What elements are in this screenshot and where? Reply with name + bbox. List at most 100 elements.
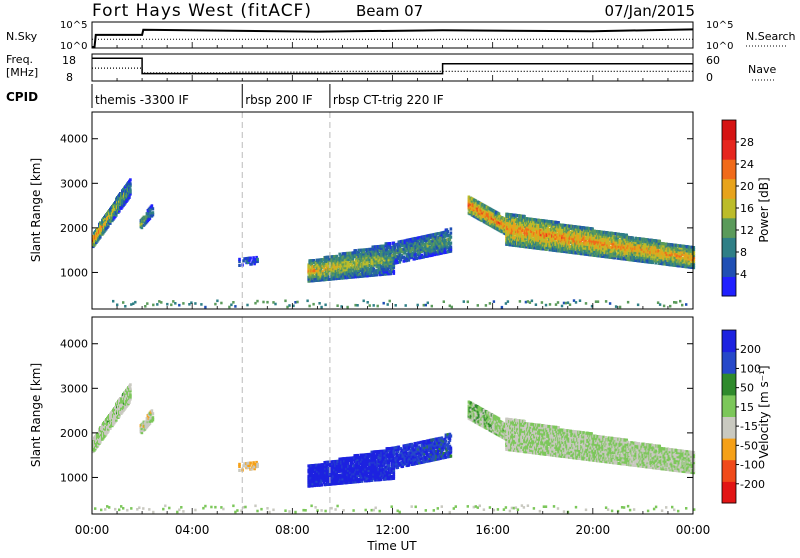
data-cell <box>450 227 453 230</box>
data-cell <box>262 301 264 304</box>
data-cell <box>557 301 559 304</box>
colorbar-segment <box>722 179 736 199</box>
data-cell <box>152 211 155 214</box>
data-cell <box>369 304 371 307</box>
data-cell <box>256 300 258 303</box>
data-cell <box>238 264 241 267</box>
data-cell <box>477 304 479 307</box>
data-cell <box>605 300 607 303</box>
data-cell <box>579 299 581 302</box>
data-cell <box>288 304 290 307</box>
power-scatter-cells <box>92 112 695 309</box>
data-cell <box>450 242 453 245</box>
power-panel-frame <box>92 112 693 309</box>
data-cell <box>170 304 172 307</box>
data-cell <box>377 305 379 308</box>
noise-panel: N.Sky N.Search 10^5 10^0 10^5 10^0 <box>6 20 796 52</box>
nave-label: Nave <box>748 63 776 76</box>
data-cell <box>681 304 683 307</box>
colorbar-tick-label: 4 <box>740 268 747 281</box>
y-tick-label: 2000 <box>60 222 88 235</box>
data-cell <box>296 301 298 304</box>
data-cell <box>493 300 495 303</box>
data-cell <box>417 304 419 307</box>
data-cell <box>306 300 308 303</box>
nsearch-label: N.Search <box>746 30 796 43</box>
colorbar-tick-label: 8 <box>740 246 747 259</box>
data-cell <box>389 242 392 245</box>
nave-right-tick-bottom: 0 <box>706 71 713 84</box>
colorbar-tick-label: 16 <box>740 202 754 215</box>
data-cell <box>501 306 503 309</box>
date-label: 07/Jan/2015 <box>605 2 696 20</box>
data-cell <box>597 300 599 303</box>
data-cell <box>152 416 155 419</box>
cpid-label: CPID <box>6 90 38 104</box>
data-cell <box>627 301 629 304</box>
data-cell <box>266 301 268 304</box>
data-cell <box>232 301 234 304</box>
data-cell <box>675 301 677 304</box>
data-cell <box>427 302 429 305</box>
y-tick-label: 1000 <box>60 266 88 279</box>
data-cell <box>425 304 427 307</box>
cpid-segment-label: rbsp CT-trig 220 IF <box>333 93 444 107</box>
data-cell <box>659 303 661 306</box>
data-cell <box>519 300 521 303</box>
data-cell <box>447 230 450 233</box>
data-cell <box>151 204 154 207</box>
data-cell <box>450 246 453 249</box>
data-cell <box>367 301 369 304</box>
data-cell <box>450 232 453 235</box>
data-cell <box>182 302 184 305</box>
colorbar-segment <box>722 257 736 277</box>
colorbar-segment <box>722 159 736 179</box>
data-cell <box>178 304 180 307</box>
colorbar-tick-label: 12 <box>740 224 754 237</box>
data-cell <box>431 305 433 308</box>
data-cell <box>463 300 465 303</box>
data-cell <box>575 301 577 304</box>
colorbar-segment <box>722 198 736 218</box>
velocity-scatter-cells <box>92 317 695 514</box>
data-cell <box>585 302 587 305</box>
colorbar-segment <box>722 120 736 140</box>
data-cell <box>619 306 621 309</box>
y-tick-label: 3000 <box>60 177 88 190</box>
data-cell <box>535 303 537 306</box>
data-cell <box>152 304 154 307</box>
data-cell <box>166 303 168 306</box>
data-cell <box>144 305 146 308</box>
data-cell <box>238 258 241 261</box>
data-cell <box>324 304 326 307</box>
data-cell <box>249 257 252 260</box>
data-cell <box>637 304 639 307</box>
data-cell <box>230 304 232 307</box>
data-cell <box>387 303 389 306</box>
data-cell <box>246 304 248 307</box>
data-cell <box>200 303 202 306</box>
nave-line <box>92 68 693 73</box>
data-cell <box>214 303 216 306</box>
data-cell <box>531 300 533 303</box>
data-cell <box>152 207 155 210</box>
noise-right-tick-bottom: 10^0 <box>706 41 733 52</box>
data-cell <box>312 303 314 306</box>
data-cell <box>129 182 132 185</box>
data-cell <box>541 301 543 304</box>
data-cell <box>146 302 148 305</box>
data-cell <box>389 300 391 303</box>
colorbar-segment <box>722 276 736 296</box>
data-cell <box>373 304 375 307</box>
noise-left-tick-top: 10^5 <box>60 20 87 31</box>
power-colorbar-label: Power [dB] <box>757 177 771 242</box>
data-cell <box>274 303 276 306</box>
data-cell <box>669 305 671 308</box>
data-cell <box>129 387 132 390</box>
data-cell <box>220 302 222 305</box>
data-cell <box>151 409 154 412</box>
data-cell <box>216 300 218 303</box>
